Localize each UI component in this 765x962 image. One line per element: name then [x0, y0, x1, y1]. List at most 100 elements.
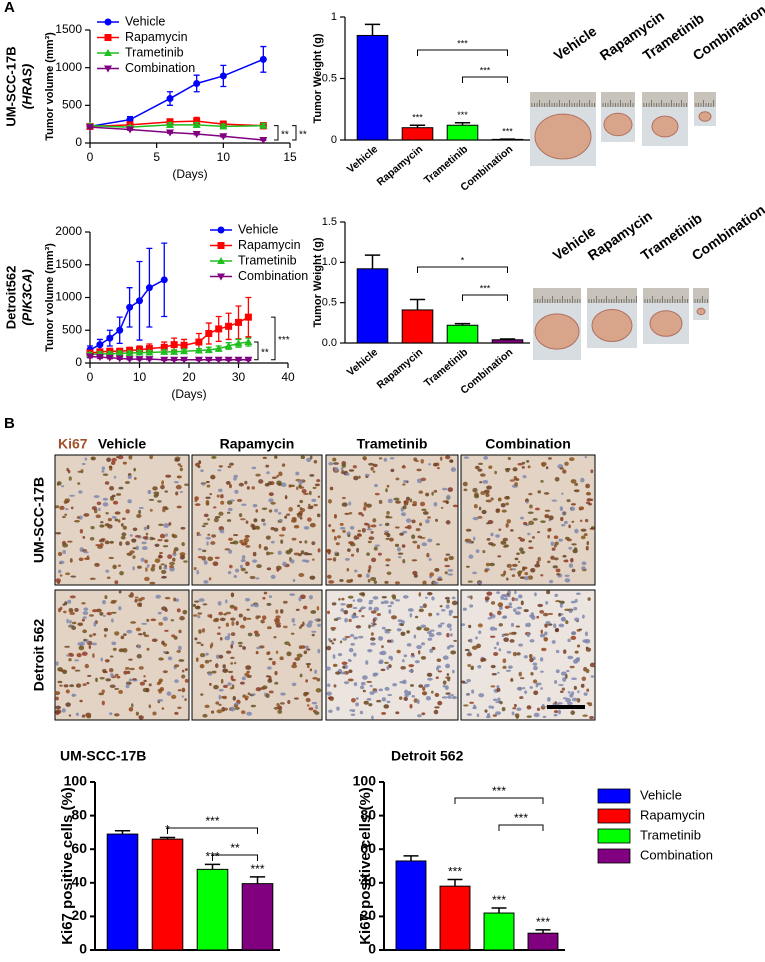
nucleus [84, 457, 88, 461]
nucleus [277, 709, 283, 714]
nucleus [96, 501, 102, 506]
nucleus [408, 669, 415, 673]
nucleus [542, 612, 549, 617]
marker [204, 356, 213, 364]
nucleus [167, 554, 173, 559]
nucleus [411, 559, 418, 562]
nucleus [274, 621, 281, 626]
nucleus [467, 664, 472, 667]
x-tick-label: 20 [182, 370, 196, 384]
nucleus [214, 556, 220, 560]
nucleus [206, 484, 211, 488]
nucleus [444, 571, 448, 575]
nucleus [128, 707, 134, 712]
nucleus [573, 606, 578, 611]
nucleus [279, 656, 284, 661]
nucleus [123, 670, 128, 675]
nucleus [115, 493, 122, 496]
nucleus [506, 563, 512, 568]
nucleus [427, 516, 431, 519]
nucleus [421, 542, 428, 547]
nucleus [256, 564, 262, 569]
nucleus [576, 644, 581, 648]
nucleus [558, 683, 564, 687]
nucleus [271, 476, 277, 479]
nucleus [147, 489, 152, 495]
nucleus [341, 661, 348, 666]
nucleus [347, 595, 354, 599]
nucleus [589, 527, 595, 530]
nucleus [126, 670, 131, 675]
nucleus [138, 602, 143, 608]
nucleus [228, 537, 233, 541]
nucleus [386, 484, 390, 488]
nucleus [112, 564, 117, 570]
nucleus [584, 518, 589, 523]
nucleus [507, 665, 513, 669]
nucleus [219, 529, 225, 534]
nucleus [537, 490, 542, 494]
nucleus [490, 635, 496, 638]
nucleus [69, 558, 73, 563]
y-tick-label: 0 [75, 135, 82, 149]
nucleus [230, 644, 234, 649]
nucleus [127, 474, 132, 479]
legend-swatch [597, 828, 631, 844]
nucleus [306, 622, 313, 628]
nucleus [554, 593, 559, 597]
nucleus [581, 561, 587, 566]
nucleus [103, 627, 109, 632]
nucleus [514, 597, 519, 602]
nucleus [279, 702, 285, 705]
nucleus [119, 571, 124, 576]
marker [217, 226, 225, 234]
nucleus [492, 714, 498, 717]
nucleus [515, 715, 519, 719]
nucleus [161, 575, 167, 579]
nucleus [412, 500, 418, 505]
nucleus [192, 603, 196, 607]
nucleus [246, 670, 250, 674]
nucleus [105, 512, 109, 515]
nucleus [358, 475, 361, 479]
nucleus [580, 683, 585, 688]
nucleus [331, 628, 335, 631]
nucleus [368, 536, 375, 541]
nucleus [417, 535, 423, 539]
nucleus [536, 531, 541, 534]
nucleus [181, 687, 186, 693]
marker [205, 330, 213, 338]
nucleus [234, 489, 239, 494]
nucleus [374, 544, 381, 547]
marker [192, 120, 201, 128]
nucleus [423, 684, 429, 688]
nucleus [397, 547, 401, 552]
nucleus [132, 527, 138, 532]
nucleus [534, 507, 541, 511]
series-line [89, 126, 264, 141]
nucleus [420, 477, 427, 482]
nucleus [523, 609, 529, 613]
nucleus [478, 462, 483, 465]
nucleus [519, 696, 524, 700]
nucleus [64, 513, 68, 516]
nucleus [184, 668, 188, 671]
nucleus [389, 457, 395, 460]
nucleus [144, 559, 148, 564]
nucleus [100, 657, 104, 662]
nucleus [574, 482, 579, 486]
nucleus [138, 633, 143, 636]
nucleus [205, 499, 210, 505]
nucleus [446, 632, 450, 638]
marker [219, 133, 228, 141]
nucleus [232, 540, 239, 545]
nucleus [118, 606, 122, 611]
nucleus [309, 474, 315, 477]
nucleus [542, 715, 547, 718]
nucleus [89, 614, 94, 617]
nucleus [468, 554, 474, 559]
nucleus [562, 697, 568, 700]
nucleus [262, 522, 266, 526]
nucleus [315, 688, 322, 693]
nucleus [122, 648, 128, 653]
